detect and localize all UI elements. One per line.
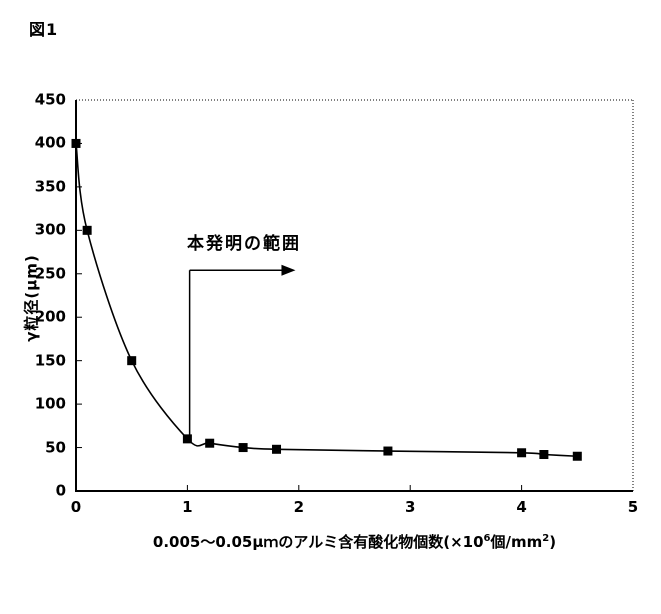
data-point-marker bbox=[238, 443, 248, 453]
x-tick-label: 2 bbox=[293, 498, 305, 516]
data-point-marker bbox=[182, 434, 192, 444]
annotation-label: 本発明の範囲 bbox=[187, 234, 301, 254]
x-axis-title-prefix: 0.005～0.05μｍのアルミ含有酸化物個数(×10 bbox=[152, 533, 484, 551]
y-tick-label: 300 bbox=[34, 220, 66, 239]
x-axis-title-suffix: ) bbox=[549, 533, 557, 551]
data-point-marker bbox=[205, 438, 215, 448]
data-point-marker bbox=[539, 450, 549, 460]
x-axis-title-exponent: 6 bbox=[483, 533, 491, 544]
x-tick-label: 5 bbox=[627, 498, 639, 516]
y-tick-label: 100 bbox=[34, 394, 66, 413]
y-tick-label: 0 bbox=[55, 481, 66, 500]
data-point-marker bbox=[272, 444, 282, 454]
data-point-marker bbox=[383, 446, 393, 456]
x-axis-title-mid: 個/mm bbox=[490, 533, 543, 551]
y-tick-label: 150 bbox=[34, 351, 66, 370]
data-point-marker bbox=[82, 225, 92, 235]
data-point-marker bbox=[71, 138, 81, 148]
y-tick-label: 250 bbox=[34, 264, 66, 283]
data-point-marker bbox=[127, 356, 137, 366]
figure-label: 図1 bbox=[29, 20, 59, 39]
x-tick-label: 3 bbox=[404, 498, 416, 516]
x-tick-label: 1 bbox=[182, 498, 193, 516]
x-axis-title-exponent2: 2 bbox=[542, 533, 550, 544]
data-point-marker bbox=[572, 451, 582, 461]
data-curve bbox=[75, 143, 578, 458]
x-axis-title: 0.005～0.05μｍのアルミ含有酸化物個数(×106個/mm2) bbox=[76, 531, 633, 552]
x-tick-label: 4 bbox=[516, 498, 527, 516]
x-tick-label: 0 bbox=[70, 498, 82, 516]
y-tick-label: 200 bbox=[34, 307, 66, 326]
y-tick-label: 400 bbox=[34, 133, 66, 152]
data-point-marker bbox=[517, 448, 527, 458]
annotation-arrowhead-icon bbox=[281, 264, 296, 276]
y-tick-label: 50 bbox=[45, 438, 66, 457]
y-tick-label: 350 bbox=[34, 177, 66, 196]
y-tick-label: 450 bbox=[34, 90, 66, 109]
